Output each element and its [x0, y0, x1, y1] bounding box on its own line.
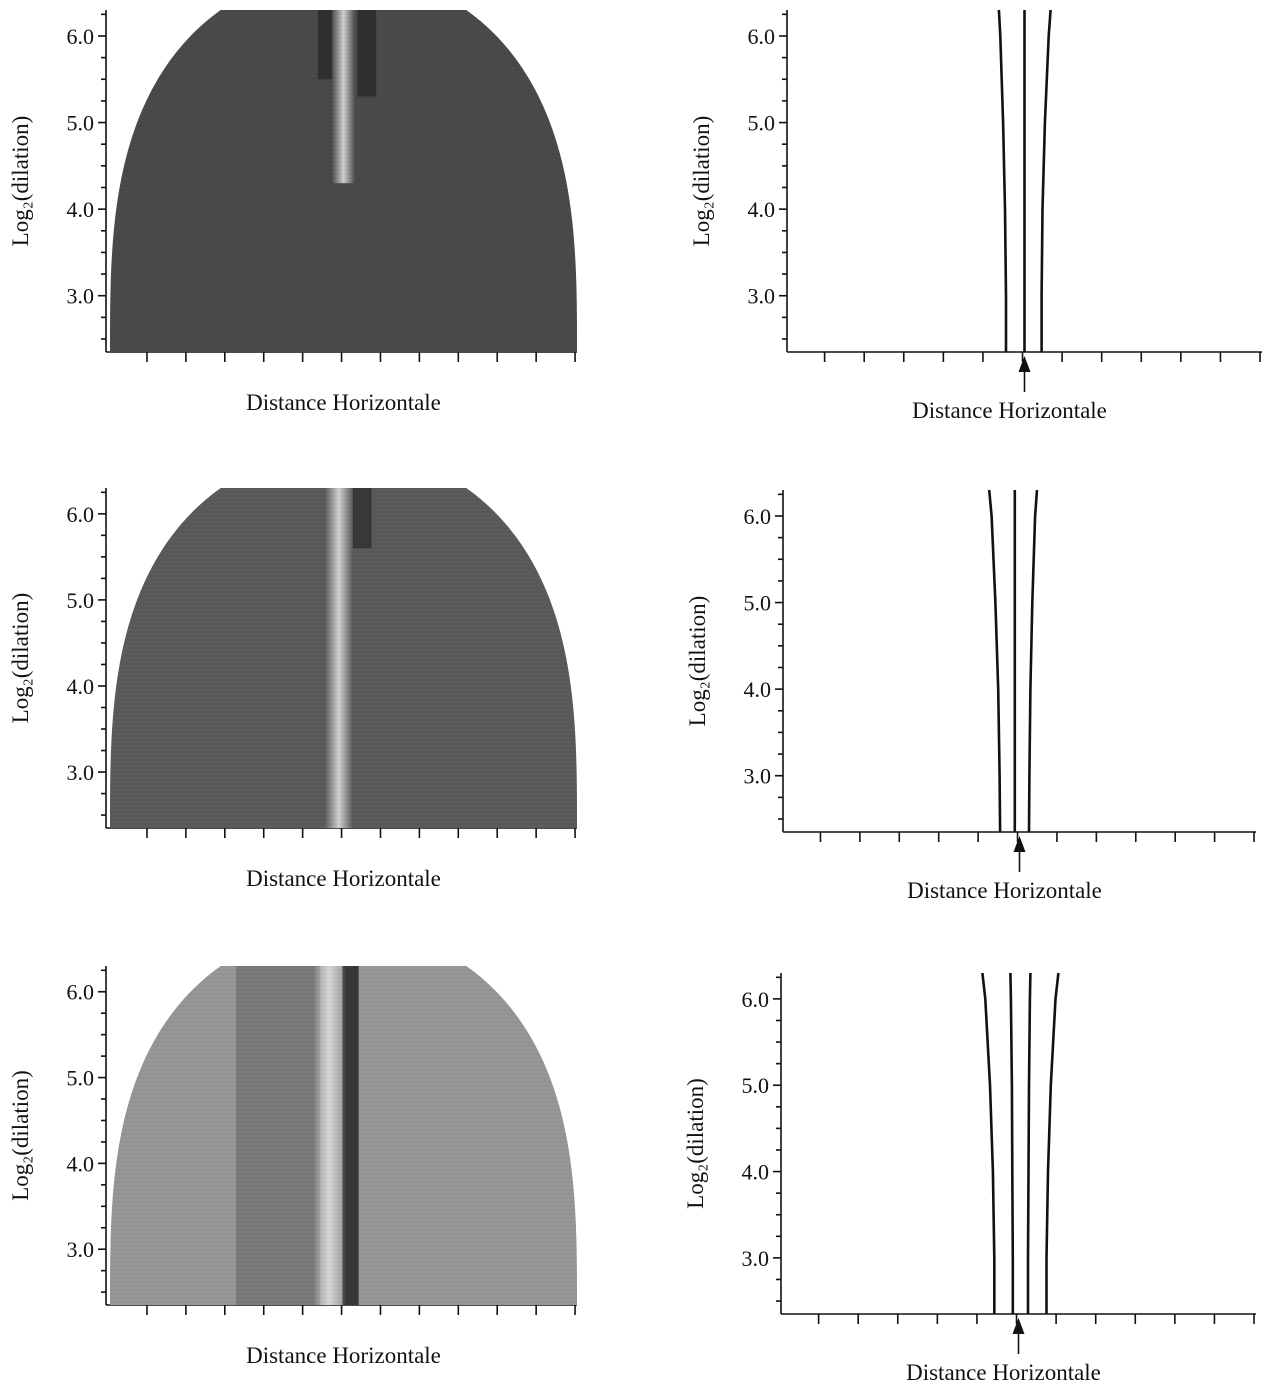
y-tick-label: 4.0: [742, 1160, 770, 1185]
y-axis-title: Log₂(dilation): [8, 116, 33, 247]
y-tick-label: 4.0: [67, 197, 95, 222]
ridge-line: [1027, 489, 1039, 833]
heatmap-bright-ridge: [324, 488, 353, 828]
x-axis-title: Distance Horizontale: [246, 390, 441, 415]
ridge-line: [987, 489, 1002, 833]
y-tick-label: 6.0: [742, 987, 770, 1012]
heatmap-body: [110, 966, 577, 1305]
panel-r1-c2: 3.0 4.0 5.0 6.0 Distance Horizontale Log₂(dil…: [689, 9, 1262, 423]
y-tick-label: 5.0: [744, 591, 772, 616]
y-tick-label: 3.0: [67, 284, 95, 309]
ridge-line: [1009, 972, 1015, 1314]
y-tick-label: 6.0: [744, 504, 772, 529]
position-arrow-icon: [1018, 356, 1031, 372]
y-tick-label: 3.0: [67, 760, 95, 785]
heatmap-body: [110, 488, 577, 828]
y-axis-title: Log₂(dilation): [8, 593, 33, 724]
y-tick-label: 5.0: [67, 1066, 95, 1091]
y-tick-label: 6.0: [67, 502, 95, 527]
panel-r2-c1: 3.0 4.0 5.0 6.0 Distance Horizontale Log₂(dil…: [8, 488, 577, 891]
y-tick-label: 6.0: [67, 980, 95, 1005]
y-tick-label: 3.0: [748, 284, 776, 309]
y-axis-title: Log₂(dilation): [685, 596, 710, 727]
x-axis-title: Distance Horizontale: [912, 398, 1107, 423]
heatmap-dark-band: [236, 966, 321, 1305]
heatmap-dark-band: [352, 488, 372, 549]
x-axis-title: Distance Horizontale: [907, 878, 1102, 903]
position-arrow-icon: [1012, 1318, 1025, 1334]
y-tick-label: 5.0: [748, 111, 776, 136]
y-tick-label: 6.0: [748, 24, 776, 49]
y-tick-label: 3.0: [744, 764, 772, 789]
heatmap-dark-band: [342, 966, 359, 1305]
y-tick-label: 3.0: [742, 1246, 770, 1271]
panel-r2-c2: 3.0 4.0 5.0 6.0 Distance Horizontale Log₂(dil…: [685, 489, 1256, 903]
heatmap-dark-band: [357, 10, 377, 97]
heatmap-dark-band: [317, 10, 332, 80]
y-tick-label: 4.0: [748, 197, 776, 222]
y-axis-title: Log₂(dilation): [689, 116, 714, 247]
y-tick-label: 5.0: [67, 111, 95, 136]
panel-r3-c2: 3.0 4.0 5.0 6.0 Distance Horizontale Log₂(dil…: [683, 972, 1256, 1385]
ridge-line: [981, 972, 996, 1314]
y-tick-label: 4.0: [67, 674, 95, 699]
y-axis-title: Log₂(dilation): [683, 1078, 708, 1209]
heatmap-body: [110, 10, 577, 352]
panel-r1-c1: 3.0 4.0 5.0 6.0 Distance Horizontale Log₂(dil…: [8, 10, 577, 415]
x-axis-title: Distance Horizontale: [246, 866, 441, 891]
position-arrow-icon: [1013, 836, 1026, 852]
y-axis-title: Log₂(dilation): [8, 1070, 33, 1201]
panel-r3-c1: 3.0 4.0 5.0 6.0 Distance Horizontale Log₂(dil…: [8, 966, 577, 1368]
y-tick-label: 3.0: [67, 1237, 95, 1262]
y-tick-label: 5.0: [742, 1073, 770, 1098]
y-tick-label: 4.0: [67, 1151, 95, 1176]
x-axis-title: Distance Horizontale: [906, 1360, 1101, 1385]
ridge-line: [1026, 972, 1032, 1314]
ridge-line: [997, 9, 1008, 352]
heatmap-bright-ridge: [313, 966, 346, 1305]
ridge-line: [1045, 972, 1060, 1314]
ridge-line: [1040, 9, 1052, 352]
x-axis-title: Distance Horizontale: [246, 1343, 441, 1368]
y-tick-label: 5.0: [67, 588, 95, 613]
y-tick-label: 6.0: [67, 24, 95, 49]
heatmap-bright-ridge: [331, 10, 356, 184]
y-tick-label: 4.0: [744, 677, 772, 702]
